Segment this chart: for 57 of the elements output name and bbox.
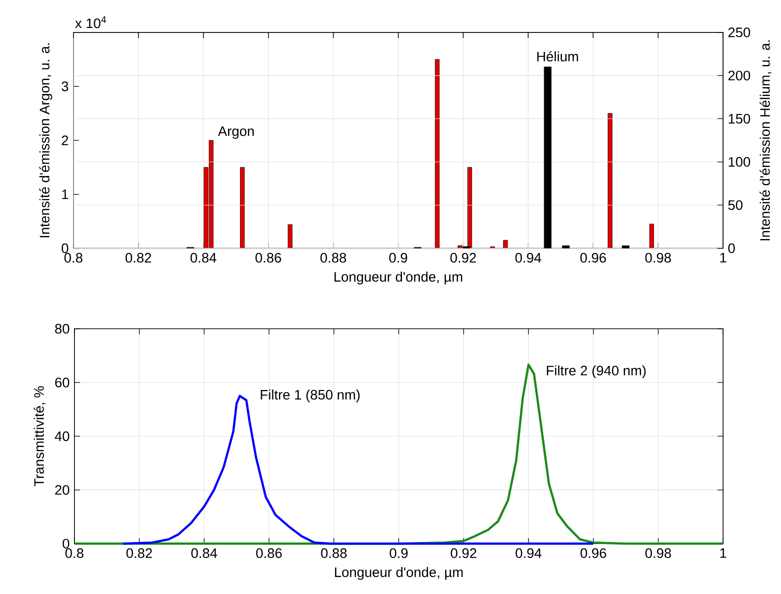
x-tick-label: 0.94 [515,253,542,263]
annotation: Hélium [537,51,578,62]
x-tick-label: 0.96 [580,253,606,263]
bar [503,240,508,249]
y2-tick-label: 250 [728,28,750,38]
x-tick-label: 0.84 [190,253,216,263]
bar [562,246,570,248]
bar [434,59,440,249]
bar [288,224,292,249]
y-tick-label: 20 [55,485,70,495]
x-tick-label: 0.86 [256,548,282,558]
bar [649,224,654,249]
bar [544,66,552,248]
y-axis-title: Intensité d'émission Argon, u. a. [39,44,52,238]
x-tick-label: 0.94 [516,548,542,558]
y-tick-label: 80 [55,324,70,334]
y-tick-label: 3 [62,82,68,92]
x-tick-label: 0.8 [65,548,84,558]
bar [240,167,245,249]
x-tick-label: 1 [720,548,726,558]
x-tick-label: 0.84 [191,548,218,558]
y2-tick-label: 50 [728,200,742,210]
x-tick-label: 0.98 [645,253,671,263]
annotation: Filtre 2 (940 nm) [546,365,646,378]
y-tick-label: 0 [62,244,68,254]
y-tick-label: 0 [62,538,70,549]
x-tick-label: 0.9 [389,253,408,263]
x-axis-title: Longueur d'onde, µm [334,272,462,285]
y2-tick-label: 200 [728,70,750,81]
y2-tick-label: 0 [728,244,735,254]
x-tick-label: 0.88 [320,253,346,263]
y-axis-title: Transmittivité, % [34,386,46,487]
annotation: Filtre 1 (850 nm) [260,390,360,402]
y-tick-label: 2 [62,136,68,146]
text: x 10$^{4}$ [75,16,106,28]
line-series [73,364,724,545]
x-tick-label: 0.92 [450,548,476,558]
y2-tick-label: 100 [728,157,750,167]
y-tick-label: 60 [55,378,70,388]
x-tick-label: 0.8 [64,253,82,263]
x-tick-label: 0.9 [390,548,408,558]
x-tick-label: 0.86 [255,253,282,263]
x-tick-label: 0.82 [126,253,152,263]
y-tick-label: 40 [54,431,70,442]
x-tick-label: 0.96 [580,548,606,558]
x-axis-title: Longueur d'onde, µm [335,567,463,580]
bar [622,246,630,248]
x-tick-label: 0.98 [645,548,671,558]
bar [608,113,612,249]
y2-axis-title: Intensité d'émission Hélium, u. a. [760,40,772,240]
x-tick-label: 0.82 [126,548,152,558]
x-tick-label: 0.92 [450,253,476,263]
x-tick-label: 1 [720,253,726,262]
y-tick-label: 1 [62,190,68,200]
annotation: Argon [218,126,254,139]
x-tick-label: 0.88 [321,548,347,558]
y2-tick-label: 150 [728,114,750,124]
